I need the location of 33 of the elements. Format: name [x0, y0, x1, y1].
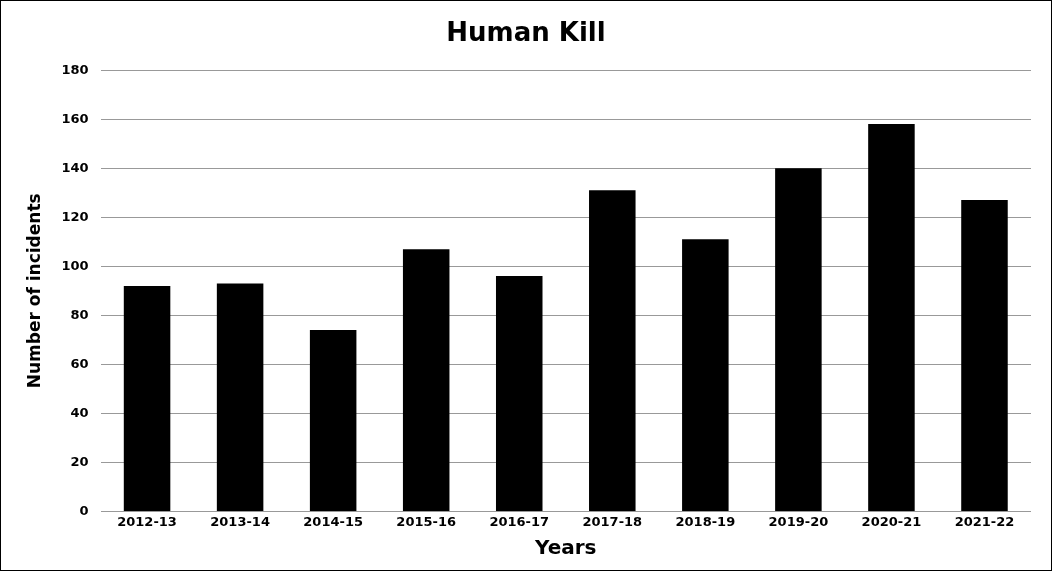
- bar: [216, 283, 264, 511]
- y-axis-title: Number of incidents: [23, 193, 44, 389]
- x-tick-label: 2014-15: [303, 513, 363, 529]
- bar: [589, 190, 636, 511]
- y-tick-label: 20: [70, 453, 89, 469]
- x-tick-label: 2018-19: [675, 513, 736, 529]
- y-tick-label: 80: [70, 306, 89, 322]
- bar: [495, 276, 543, 511]
- y-tick-label: 40: [70, 404, 89, 420]
- x-tick-label: 2012-13: [117, 513, 177, 529]
- x-tick-label: 2020-21: [861, 513, 922, 529]
- y-tick-label: 100: [61, 257, 89, 273]
- chart-title: Human Kill: [446, 17, 606, 48]
- bar: [123, 285, 171, 511]
- bar: [961, 200, 1008, 511]
- bar: [682, 239, 729, 511]
- x-tick-label: 2015-16: [396, 513, 457, 529]
- bar: [775, 168, 822, 511]
- bar: [309, 330, 357, 511]
- x-tick-label: 2013-14: [210, 513, 270, 529]
- y-tick-label: 120: [61, 208, 89, 224]
- y-tick-label: 160: [61, 110, 89, 126]
- x-tick-label: 2021-22: [954, 513, 1015, 529]
- y-tick-label: 140: [61, 159, 89, 175]
- x-tick-label: 2016-17: [489, 513, 550, 529]
- x-tick-label: 2017-18: [582, 513, 643, 529]
- y-tick-label: 60: [70, 355, 89, 371]
- x-tick-label: 2019-20: [768, 513, 829, 529]
- bar: [402, 249, 450, 511]
- x-axis-title: Years: [534, 535, 597, 560]
- bar: [868, 124, 915, 511]
- y-tick-label: 180: [61, 61, 89, 77]
- y-tick-label: 0: [79, 502, 89, 518]
